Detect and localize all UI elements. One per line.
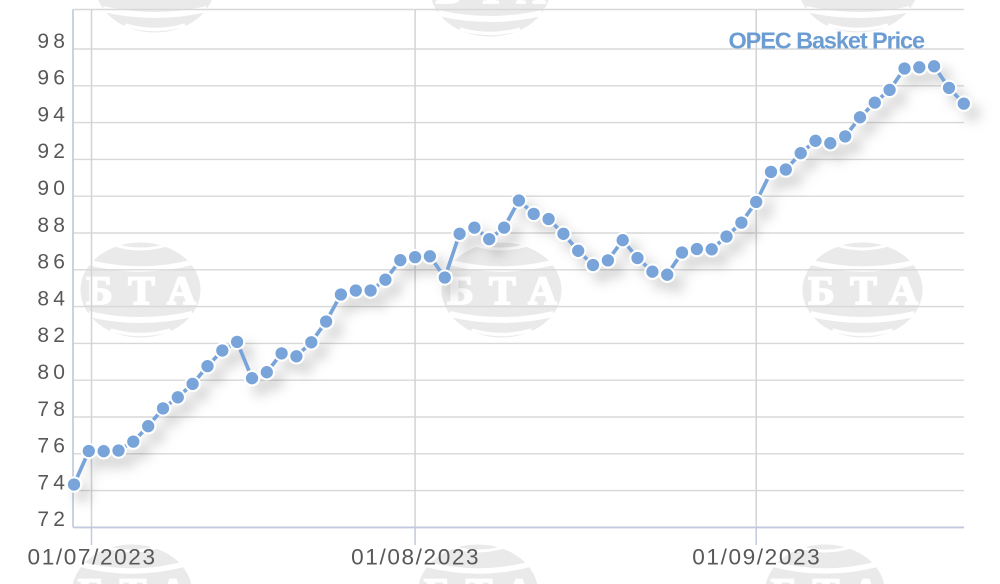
svg-text:01/08/2023: 01/08/2023 (351, 544, 480, 569)
svg-text:94: 94 (37, 103, 69, 126)
svg-text:82: 82 (37, 324, 69, 347)
svg-text:72: 72 (37, 508, 69, 531)
svg-text:78: 78 (37, 398, 69, 421)
svg-text:80: 80 (37, 361, 69, 384)
svg-text:86: 86 (37, 251, 69, 274)
svg-text:01/07/2023: 01/07/2023 (28, 544, 157, 569)
svg-text:88: 88 (37, 214, 69, 237)
svg-text:74: 74 (37, 471, 69, 494)
svg-text:92: 92 (37, 140, 69, 163)
svg-text:90: 90 (37, 177, 69, 200)
svg-text:98: 98 (37, 30, 69, 53)
svg-text:96: 96 (37, 67, 69, 90)
svg-text:01/09/2023: 01/09/2023 (692, 544, 821, 569)
svg-text:84: 84 (37, 287, 69, 310)
svg-text:OPEC Basket Price: OPEC Basket Price (728, 28, 925, 54)
svg-text:76: 76 (37, 435, 69, 458)
